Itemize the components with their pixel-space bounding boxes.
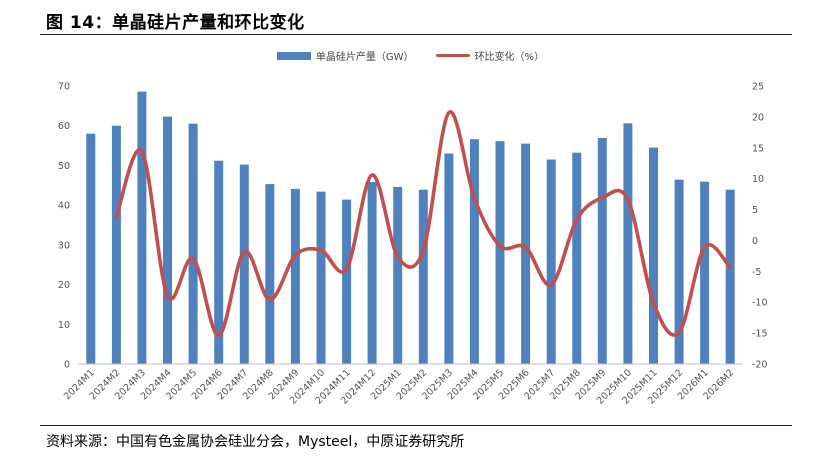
bar-2025M9: [597, 138, 607, 364]
legend-item-production: 单晶硅片产量（GW）: [276, 48, 414, 63]
left-tick-0: 0: [64, 360, 70, 371]
right-tick--10: -10: [752, 298, 768, 309]
bar-2025M1: [393, 186, 403, 364]
left-tick-20: 20: [58, 280, 70, 291]
bar-2024M7: [239, 164, 249, 364]
mom-change-line: [114, 110, 732, 338]
bottom-rule: [40, 425, 792, 426]
figure-title: 图 14：单晶硅片产量和环比变化: [46, 13, 305, 33]
bar-2025M5: [495, 141, 505, 364]
right-tick-10: 10: [752, 174, 764, 185]
chart-legend: 单晶硅片产量（GW） 环比变化（%）: [0, 48, 821, 63]
bar-series: [86, 91, 735, 364]
bar-2025M2: [418, 189, 428, 364]
bar-2025M3: [444, 153, 454, 364]
line-series: [114, 110, 732, 338]
top-rule: [40, 34, 792, 35]
bar-2025M10: [623, 123, 633, 364]
legend-item-mom: 环比变化（%）: [435, 48, 545, 63]
bar-2024M6: [214, 160, 224, 364]
bar-2025M7: [546, 159, 556, 364]
bar-2025M12: [674, 179, 684, 364]
bar-2025M4: [469, 139, 479, 364]
bar-2024M1: [86, 133, 96, 364]
right-tick--15: -15: [752, 329, 768, 340]
right-tick-0: 0: [752, 236, 758, 247]
legend-bar-swatch: [276, 51, 311, 60]
bar-2024M11: [342, 199, 352, 364]
right-tick--20: -20: [752, 360, 768, 371]
bar-2026M1: [700, 181, 710, 364]
left-tick-10: 10: [58, 320, 70, 331]
right-tick-20: 20: [752, 112, 764, 123]
right-tick-15: 15: [752, 143, 764, 154]
right-tick-25: 25: [752, 82, 764, 93]
bar-2024M8: [265, 184, 275, 364]
source-note: 资料来源：中国有色金属协会硅业分会，Mysteel，中原证券研究所: [46, 434, 465, 450]
bar-2024M4: [163, 116, 172, 364]
right-tick--5: -5: [752, 267, 761, 278]
bar-2024M9: [290, 188, 300, 364]
bar-2024M5: [188, 123, 198, 364]
legend-label-production: 单晶硅片产量（GW）: [315, 52, 414, 63]
bar-2025M11: [649, 147, 658, 364]
left-tick-40: 40: [58, 201, 70, 212]
left-tick-30: 30: [58, 240, 70, 251]
left-tick-60: 60: [58, 121, 70, 132]
bar-2024M12: [367, 182, 377, 364]
bar-2024M3: [137, 91, 147, 364]
right-tick-5: 5: [752, 205, 758, 216]
bar-2026M2: [725, 189, 735, 364]
legend-label-mom: 环比变化（%）: [474, 52, 545, 63]
bar-2025M6: [521, 143, 531, 364]
bar-2024M2: [111, 125, 121, 364]
left-tick-50: 50: [58, 161, 70, 172]
legend-line-swatch: [435, 54, 470, 57]
bar-2024M10: [316, 191, 326, 364]
bar-2025M8: [572, 152, 582, 364]
left-tick-70: 70: [58, 82, 70, 93]
